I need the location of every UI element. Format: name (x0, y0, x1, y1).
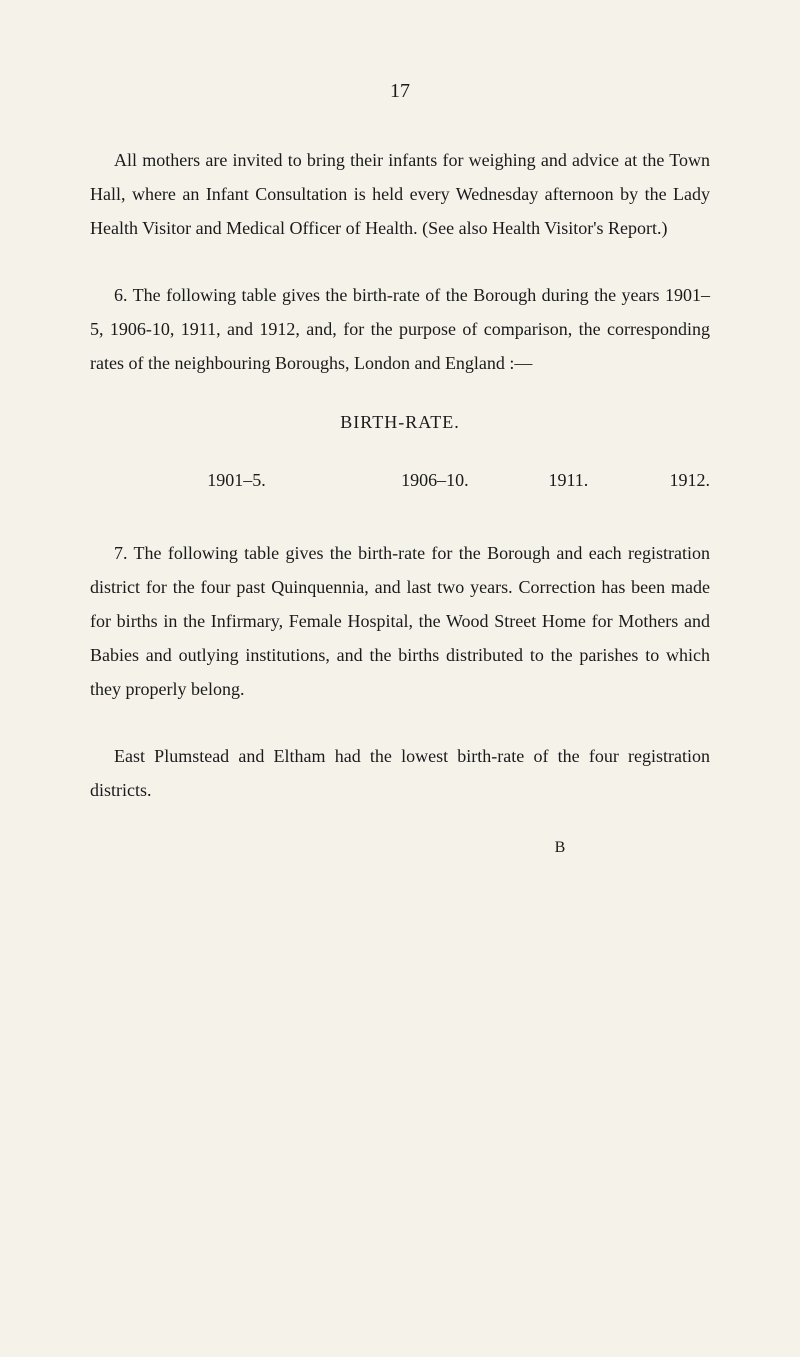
header-1901-5: 1901–5. (90, 461, 266, 500)
paragraph-2: 6. The following table gives the birth-r… (90, 278, 710, 381)
paragraph-4: East Plumstead and Eltham had the lowest… (90, 739, 710, 807)
page-number: 17 (90, 80, 710, 103)
header-1912: 1912. (588, 461, 710, 500)
header-1906-10: 1906–10. (266, 461, 469, 500)
table-header-row: 1901–5. 1906–10. 1911. 1912. (90, 461, 710, 500)
footer-signature-letter: B (410, 839, 710, 857)
table-title: BIRTH-RATE. (90, 412, 710, 433)
paragraph-3: 7. The following table gives the birth-r… (90, 536, 710, 707)
paragraph-1: All mothers are invited to bring their i… (90, 143, 710, 246)
header-1911: 1911. (469, 461, 589, 500)
birth-rate-table: 1901–5. 1906–10. 1911. 1912. (90, 461, 710, 500)
